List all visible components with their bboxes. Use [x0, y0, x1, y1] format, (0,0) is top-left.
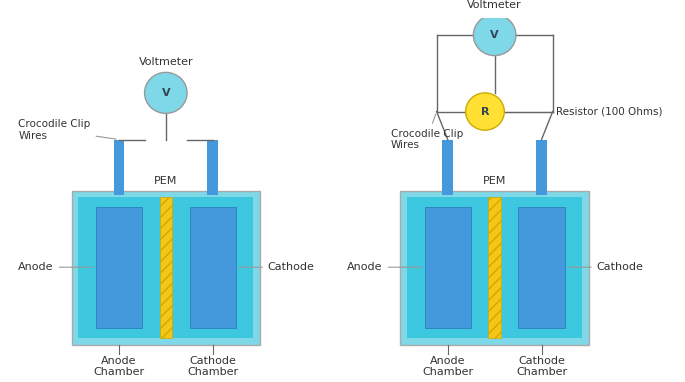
- Text: R: R: [481, 107, 489, 117]
- Text: Cathode: Cathode: [568, 262, 644, 272]
- Bar: [400, 191, 589, 345]
- Text: Anode: Anode: [347, 262, 422, 272]
- Bar: [160, 197, 172, 338]
- Text: Cathode
Chamber: Cathode Chamber: [516, 356, 567, 377]
- Text: Cathode
Chamber: Cathode Chamber: [187, 356, 238, 377]
- Circle shape: [466, 93, 504, 130]
- Circle shape: [145, 72, 187, 113]
- Bar: [78, 197, 253, 338]
- Bar: [208, 139, 218, 196]
- Text: V: V: [162, 88, 170, 98]
- Text: Crocodile Clip
Wires: Crocodile Clip Wires: [18, 120, 116, 141]
- Bar: [114, 139, 124, 196]
- Text: PEM: PEM: [154, 176, 177, 186]
- Text: Anode
Chamber: Anode Chamber: [93, 356, 145, 377]
- Text: PEM: PEM: [483, 176, 506, 186]
- Bar: [190, 207, 236, 328]
- Bar: [443, 139, 453, 196]
- Bar: [536, 139, 547, 196]
- Text: Voltmeter: Voltmeter: [138, 57, 193, 67]
- Circle shape: [473, 15, 516, 56]
- Bar: [425, 207, 471, 328]
- Text: Voltmeter: Voltmeter: [467, 0, 522, 10]
- Text: Anode: Anode: [18, 262, 93, 272]
- Bar: [407, 197, 582, 338]
- Bar: [96, 207, 142, 328]
- Text: V: V: [490, 30, 499, 40]
- Text: Cathode: Cathode: [238, 262, 314, 272]
- Bar: [71, 191, 260, 345]
- Bar: [488, 197, 501, 338]
- Text: Resistor (100 Ohms): Resistor (100 Ohms): [556, 107, 662, 117]
- Bar: [519, 207, 564, 328]
- Text: Crocodile Clip
Wires: Crocodile Clip Wires: [390, 114, 463, 150]
- Text: Anode
Chamber: Anode Chamber: [422, 356, 473, 377]
